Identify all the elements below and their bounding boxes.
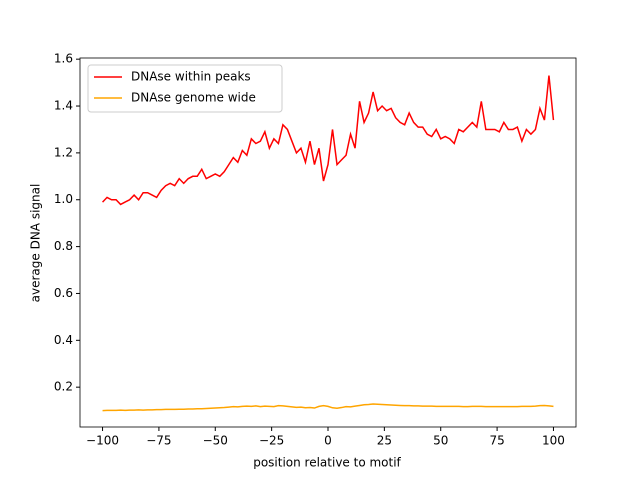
x-tick-label: −75 [146, 434, 171, 448]
legend-label: DNAse within peaks [131, 70, 251, 84]
y-axis-label: average DNA signal [29, 184, 43, 303]
x-tick-label: 0 [324, 434, 332, 448]
x-tick-label: 75 [489, 434, 504, 448]
y-tick-label: 1.6 [54, 52, 73, 66]
y-tick-label: 1.0 [54, 192, 73, 206]
x-tick-label: −25 [259, 434, 284, 448]
y-tick-label: 0.8 [54, 239, 73, 253]
data-line [102, 75, 555, 206]
x-tick-label: −50 [203, 434, 228, 448]
x-axis-label: position relative to motif [253, 456, 401, 470]
legend-box [87, 64, 283, 113]
x-tick-label: −100 [86, 434, 119, 448]
x-tick-label: 100 [542, 434, 565, 448]
y-tick-label: 0.6 [54, 286, 73, 300]
legend-label: DNAse genome wide [131, 91, 256, 105]
x-tick-label: 25 [377, 434, 392, 448]
y-tick-label: 1.2 [54, 145, 73, 159]
plot-frame [79, 57, 577, 428]
y-tick-label: 0.4 [54, 333, 73, 347]
x-tick-label: 50 [433, 434, 448, 448]
y-tick-label: 0.2 [54, 380, 73, 394]
data-line [102, 403, 554, 412]
y-tick-label: 1.4 [54, 99, 73, 113]
